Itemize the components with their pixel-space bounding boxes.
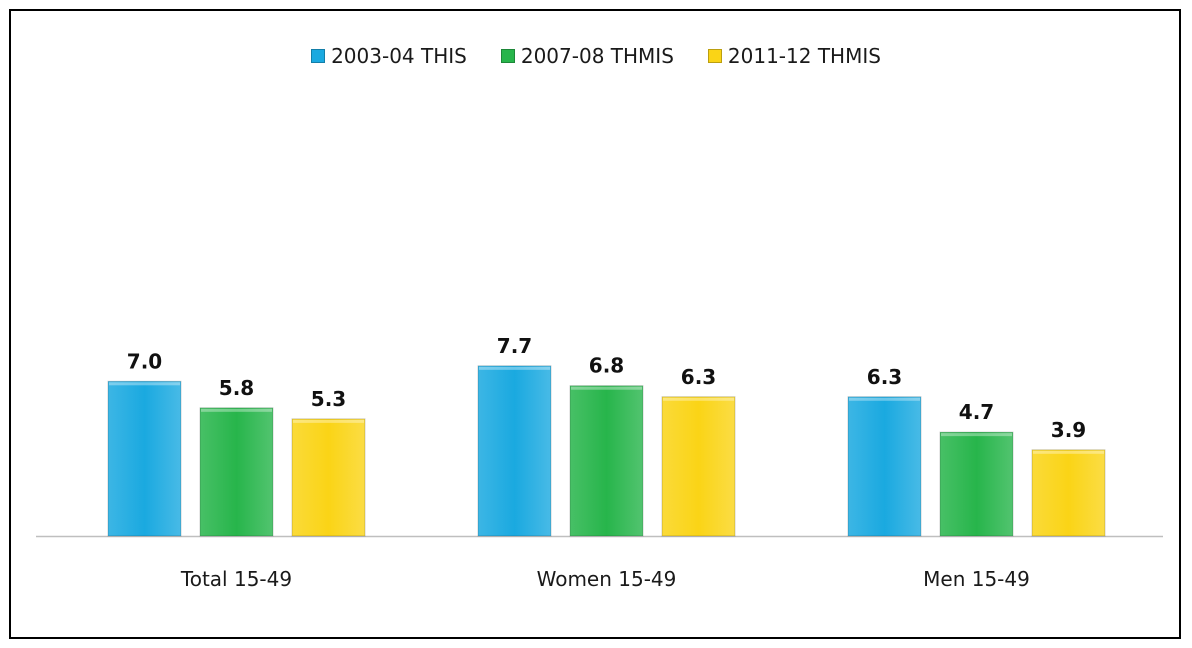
- bar-1-1: [107, 380, 182, 537]
- legend-swatch-series-3: [707, 49, 722, 63]
- legend-item-series-2: 2007-08 THMIS: [500, 44, 674, 68]
- data-label-3-1: 6.3: [867, 365, 902, 389]
- bar-highlight-1-3: [293, 419, 364, 423]
- bar-highlight-2-1: [479, 366, 550, 370]
- data-label-2-3: 6.3: [681, 365, 716, 389]
- legend-label-series-1: 2003-04 THIS: [331, 44, 467, 68]
- legend-swatch-series-1: [311, 49, 326, 63]
- bar-1-3: [291, 418, 366, 537]
- legend-label-series-2: 2007-08 THMIS: [520, 44, 674, 68]
- bar-2-2: [569, 385, 644, 537]
- data-label-2-2: 6.8: [589, 354, 624, 378]
- bar-highlight-1-2: [201, 408, 272, 412]
- legend-swatch-series-2: [500, 49, 515, 63]
- bar-highlight-2-3: [663, 397, 734, 401]
- category-label-1: Total 15-49: [180, 567, 292, 591]
- bar-highlight-3-3: [1033, 450, 1104, 454]
- data-label-1-2: 5.8: [219, 376, 254, 400]
- data-label-1-3: 5.3: [311, 387, 346, 411]
- legend-item-series-3: 2011-12 THMIS: [707, 44, 881, 68]
- data-label-3-2: 4.7: [959, 400, 994, 424]
- bar-highlight-3-2: [941, 433, 1012, 437]
- bar-3-1: [847, 396, 922, 537]
- legend: 2003-04 THIS 2007-08 THMIS 2011-12 THMIS: [0, 44, 1192, 68]
- data-label-2-1: 7.7: [497, 334, 532, 358]
- legend-item-series-1: 2003-04 THIS: [311, 44, 467, 68]
- bar-2-1: [477, 365, 552, 537]
- bar-highlight-1-1: [109, 382, 180, 386]
- bar-1-2: [199, 407, 274, 537]
- legend-label-series-3: 2011-12 THMIS: [727, 44, 881, 68]
- category-label-3: Men 15-49: [923, 567, 1030, 591]
- bar-2-3: [661, 396, 736, 537]
- bar-highlight-2-2: [571, 386, 642, 390]
- category-label-2: Women 15-49: [537, 567, 677, 591]
- bar-3-2: [939, 431, 1014, 537]
- bar-highlight-3-1: [849, 397, 920, 401]
- data-label-3-3: 3.9: [1051, 418, 1086, 442]
- bar-3-3: [1031, 449, 1106, 537]
- data-label-1-1: 7.0: [127, 349, 162, 373]
